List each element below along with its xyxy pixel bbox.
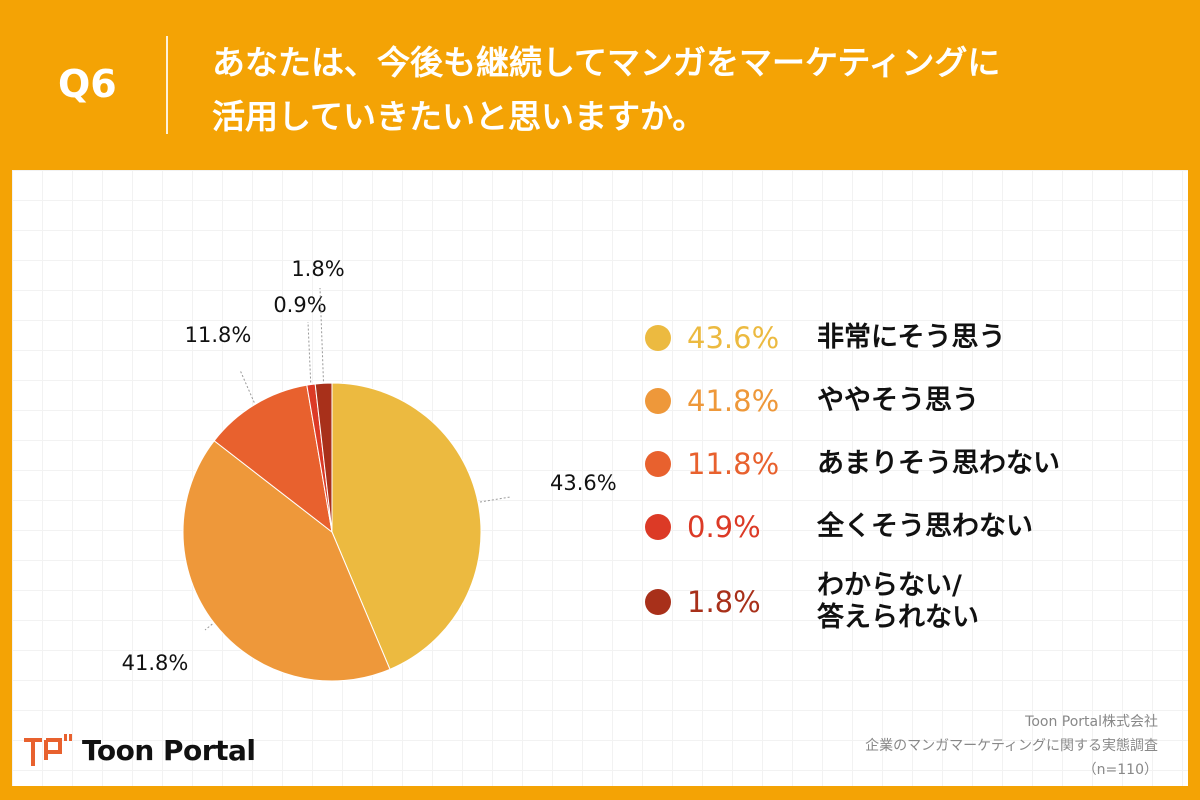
legend-label: わからない/ 答えられない — [817, 570, 979, 634]
data-label: 1.8% — [291, 257, 344, 281]
pie-slice — [182, 440, 391, 682]
legend-item: 43.6% 非常にそう思う — [645, 318, 1125, 358]
leader-line — [319, 287, 324, 382]
pie-slice — [331, 382, 482, 670]
logo-text: Toon Portal — [82, 733, 256, 767]
title-line-2: 活用していきたいと思いますか。 — [212, 97, 706, 136]
legend-swatch — [645, 388, 671, 414]
credit-company: Toon Portal株式会社 — [1025, 714, 1158, 730]
legend-percent: 43.6% — [687, 321, 780, 355]
legend-label-line-1: わからない/ — [817, 570, 962, 601]
legend-swatch — [645, 514, 671, 540]
legend-item: 41.8% ややそう思う — [645, 381, 1125, 421]
legend-percent: 41.8% — [687, 384, 780, 418]
pie-slice — [314, 382, 333, 533]
data-label: 0.9% — [273, 293, 326, 317]
legend-label: あまりそう思わない — [817, 448, 1060, 479]
source-credit: Toon Portal株式会社 企業のマンガマーケティングに関する実態調査 （n… — [865, 710, 1158, 782]
legend-percent: 1.8% — [687, 585, 761, 619]
legend-item: 0.9% 全くそう思わない — [645, 507, 1125, 547]
legend-percent: 0.9% — [687, 510, 761, 544]
leader-line — [204, 623, 213, 631]
credit-survey: 企業のマンガマーケティングに関する実態調査 — [865, 738, 1158, 754]
leader-line — [239, 369, 255, 403]
legend-percent: 11.8% — [687, 447, 780, 481]
header: Q6 あなたは、今後も継続してマンガをマーケティングに 活用していきたいと思いま… — [0, 0, 1200, 168]
legend-item: 11.8% あまりそう思わない — [645, 444, 1125, 484]
credit-sample-size: （n=110） — [1082, 762, 1158, 778]
title-line-1: あなたは、今後も継続してマンガをマーケティングに — [212, 43, 1001, 82]
data-label: 41.8% — [122, 651, 189, 675]
legend-swatch — [645, 589, 671, 615]
legend-swatch — [645, 451, 671, 477]
toon-portal-logo: Toon Portal — [22, 730, 256, 770]
legend-swatch — [645, 325, 671, 351]
data-label: 11.8% — [185, 323, 252, 347]
legend-label: 全くそう思わない — [817, 511, 1033, 542]
leader-line — [479, 496, 511, 503]
legend-label: 非常にそう思う — [817, 322, 1006, 353]
question-number: Q6 — [58, 62, 117, 106]
legend-label-line-2: 答えられない — [817, 602, 979, 633]
leader-line — [307, 321, 312, 383]
legend-item: 1.8% わからない/ 答えられない — [645, 570, 1125, 634]
data-label: 43.6% — [550, 471, 617, 495]
legend-label: ややそう思う — [817, 385, 979, 416]
pie-slice — [213, 384, 333, 534]
question-title: あなたは、今後も継続してマンガをマーケティングに 活用していきたいと思いますか。 — [212, 36, 1172, 144]
logo-mark-icon — [24, 734, 72, 766]
header-divider — [166, 36, 168, 134]
